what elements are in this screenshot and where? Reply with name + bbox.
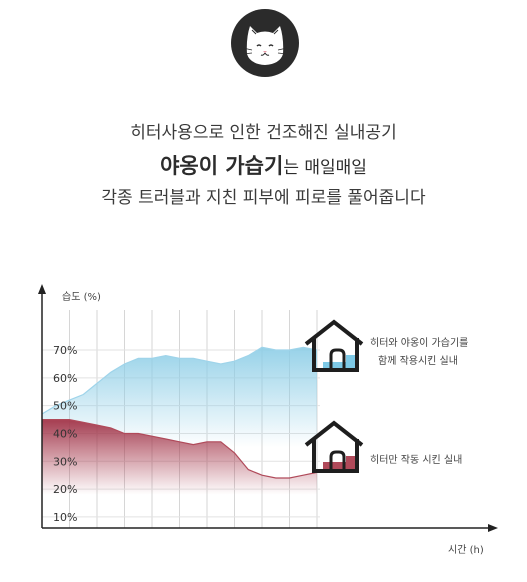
y-axis-label: 습도 (%) — [62, 291, 101, 303]
house-red-icon — [304, 420, 364, 473]
annotation-red-line-1: 히터만 작동 시킨 실내 — [370, 454, 462, 466]
product-name: 야옹이 가습기 — [160, 154, 284, 178]
x-axis-label: 시간 (h) — [448, 544, 484, 556]
y-tick-label: 20% — [53, 483, 77, 496]
axes — [38, 284, 498, 532]
headline-line-2: 야옹이 가습기는 매일매일 — [0, 150, 527, 180]
y-tick-labels: 70% 60% 50% 40% 30% 20% 10% — [53, 344, 77, 524]
x-axis-arrow — [488, 524, 498, 532]
series-line — [41, 346, 318, 415]
headline-line-1: 히터사용으로 인한 건조해진 실내공기 — [130, 123, 397, 143]
series-areas — [41, 346, 318, 495]
series-line — [42, 419, 318, 479]
y-tick-label: 70% — [53, 344, 77, 357]
y-axis-arrow — [38, 284, 46, 294]
series-area — [42, 419, 317, 495]
cat-face-icon — [231, 9, 299, 77]
house-blue-icon — [304, 319, 364, 372]
headline-line-3: 각종 트러블과 지친 피부에 피로를 풀어줍니다 — [101, 188, 426, 208]
y-tick-label: 60% — [53, 372, 77, 385]
humidity-chart: 70% 60% 50% 40% 30% 20% 10% 습도 (%) 시간 (h) 히터와 … — [38, 284, 498, 556]
headline-line-2-rest: 는 매일매일 — [283, 158, 367, 178]
series-area — [42, 347, 317, 448]
annotation-blue-line-1: 히터와 야옹이 가습기를 — [370, 337, 468, 349]
y-tick-label: 40% — [53, 427, 77, 440]
y-tick-label: 50% — [53, 400, 77, 413]
y-tick-label: 10% — [53, 511, 77, 524]
y-tick-label: 30% — [53, 455, 77, 468]
annotation-blue-line-2: 함께 작용시킨 실내 — [378, 355, 458, 367]
